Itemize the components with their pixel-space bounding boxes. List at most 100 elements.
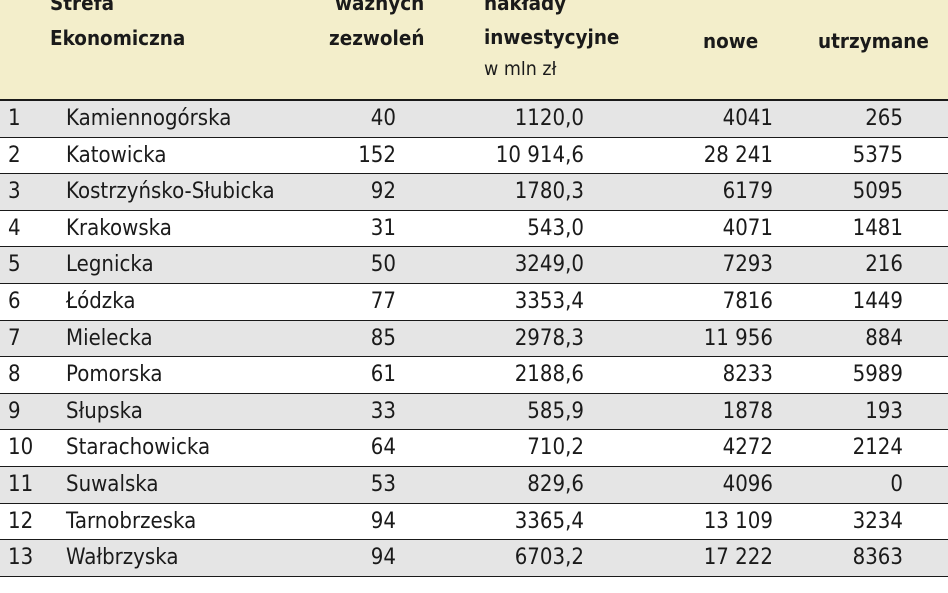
- header-invest-line2: inwestycyjne: [484, 25, 620, 49]
- table-cell-number: 3: [8, 179, 21, 205]
- table-cell-kept-jobs: 5375: [852, 142, 903, 168]
- table-cell-zone-name: Pomorska: [66, 362, 163, 388]
- table-cell-number: 10: [8, 435, 34, 461]
- table-cell-zone-name: Legnicka: [66, 252, 154, 278]
- table-cell-number: 12: [8, 508, 34, 534]
- table-cell-zone-name: Kostrzyńsko-Słubicka: [66, 179, 275, 205]
- table-cell-permits: 64: [370, 435, 396, 461]
- table-cell-permits: 53: [370, 471, 396, 497]
- table-cell-permits: 94: [370, 508, 396, 534]
- table-row: 8 Pomorska 61 2188,6 8233 5989: [0, 357, 948, 394]
- table-cell-kept-jobs: 1481: [852, 215, 903, 241]
- table-cell-kept-jobs: 3234: [852, 508, 903, 534]
- table-cell-investment: 1120,0: [514, 106, 584, 131]
- cropped-next-row: [0, 584, 948, 593]
- table-cell-zone-name: Wałbrzyska: [66, 545, 179, 571]
- table-row: 5 Legnicka 50 3249,0 7293 216: [0, 247, 948, 284]
- table-cell-new-jobs: 11 956: [703, 325, 773, 351]
- table-row: 1 Kamiennogórska 40 1120,0 4041 265: [0, 101, 948, 138]
- table-row: 11 Suwalska 53 829,6 4096 0: [0, 466, 948, 504]
- table-cell-permits: 152: [358, 142, 396, 168]
- header-permits-line1: ważnych: [335, 0, 425, 15]
- table-cell-new-jobs: 4071: [722, 215, 773, 241]
- table-cell-number: 7: [8, 325, 21, 351]
- table-cell-investment: 6703,2: [514, 545, 584, 571]
- table-cell-number: 1: [8, 106, 21, 131]
- table-cell-new-jobs: 6179: [722, 179, 773, 205]
- table-cell-zone-name: Kamiennogórska: [66, 106, 232, 131]
- table-cell-zone-name: Krakowska: [66, 215, 172, 241]
- table-cell-new-jobs: 7293: [722, 252, 773, 278]
- table-cell-permits: 33: [370, 398, 396, 424]
- table-row: 4 Krakowska 31 543,0 4071 1481: [0, 210, 948, 248]
- table-cell-new-jobs: 8233: [722, 362, 773, 388]
- table-cell-new-jobs: 17 222: [703, 545, 773, 571]
- table-cell-investment: 3249,0: [514, 252, 584, 278]
- header-new-jobs: nowe: [703, 29, 759, 53]
- table-cell-new-jobs: 4096: [722, 471, 773, 497]
- table-cell-number: 11: [8, 471, 34, 497]
- table-cell-new-jobs: 7816: [722, 288, 773, 314]
- table-cell-number: 9: [8, 398, 21, 424]
- header-invest-line1: nakłady: [484, 0, 567, 15]
- table-cell-investment: 10 914,6: [495, 142, 584, 168]
- table-cell-permits: 31: [370, 215, 396, 241]
- table-cell-zone-name: Tarnobrzeska: [66, 508, 197, 534]
- table-cell-investment: 543,0: [527, 215, 584, 241]
- table-cell-permits: 77: [370, 288, 396, 314]
- table-cell-zone-name: Mielecka: [66, 325, 153, 351]
- table-cell-permits: 40: [370, 106, 396, 131]
- table-cell-permits: 50: [370, 252, 396, 278]
- table-cell-investment: 710,2: [527, 435, 584, 461]
- table-cell-kept-jobs: 8363: [852, 545, 903, 571]
- table-cell-investment: 585,9: [527, 398, 584, 424]
- table-row: 10 Starachowicka 64 710,2 4272 2124: [0, 430, 948, 467]
- header-zone-line2: Ekonomiczna: [50, 26, 186, 50]
- table-cell-kept-jobs: 2124: [852, 435, 903, 461]
- table-cell-kept-jobs: 216: [865, 252, 903, 278]
- table-cell-investment: 3353,4: [514, 288, 584, 314]
- table-header: Strefa Ekonomiczna ważnych zezwoleń nakł…: [0, 0, 948, 101]
- table-row: 12 Tarnobrzeska 94 3365,4 13 109 3234: [0, 503, 948, 541]
- table-cell-zone-name: Słupska: [66, 398, 143, 424]
- table-cell-kept-jobs: 193: [865, 398, 903, 424]
- table-cell-kept-jobs: 5095: [852, 179, 903, 205]
- table-cell-kept-jobs: 884: [865, 325, 903, 351]
- table-cell-kept-jobs: 5989: [852, 362, 903, 388]
- table-cell-new-jobs: 1878: [722, 398, 773, 424]
- table-cell-kept-jobs: 265: [865, 106, 903, 131]
- table-cell-investment: 2978,3: [514, 325, 584, 351]
- table-row: 13 Wałbrzyska 94 6703,2 17 222 8363: [0, 540, 948, 577]
- table-cell-new-jobs: 4272: [722, 435, 773, 461]
- table-cell-investment: 2188,6: [514, 362, 584, 388]
- table-cell-permits: 92: [370, 179, 396, 205]
- table-cell-permits: 61: [370, 362, 396, 388]
- table-cell-number: 6: [8, 288, 21, 314]
- table-cell-zone-name: Suwalska: [66, 471, 159, 497]
- table-cell-zone-name: Katowicka: [66, 142, 167, 168]
- table-cell-kept-jobs: 1449: [852, 288, 903, 314]
- table-cell-investment: 3365,4: [514, 508, 584, 534]
- table-row: 7 Mielecka 85 2978,3 11 956 884: [0, 320, 948, 358]
- table-cell-number: 13: [8, 545, 34, 571]
- table-row: 2 Katowicka 152 10 914,6 28 241 5375: [0, 137, 948, 175]
- table-cell-investment: 829,6: [527, 471, 584, 497]
- table-cell-number: 4: [8, 215, 21, 241]
- table-row: 6 Łódzka 77 3353,4 7816 1449: [0, 283, 948, 321]
- table-row: 3 Kostrzyńsko-Słubicka 92 1780,3 6179 5095: [0, 174, 948, 211]
- table-cell-new-jobs: 13 109: [703, 508, 773, 534]
- table-cell-investment: 1780,3: [514, 179, 584, 205]
- table-cell-zone-name: Starachowicka: [66, 435, 211, 461]
- table-cell-number: 5: [8, 252, 21, 278]
- header-permits-line2: zezwoleń: [329, 26, 425, 50]
- table-cell-permits: 85: [370, 325, 396, 351]
- table-row: 9 Słupska 33 585,9 1878 193: [0, 393, 948, 431]
- table-cell-kept-jobs: 0: [890, 471, 903, 497]
- header-kept-jobs: utrzymane: [818, 29, 929, 53]
- table-body: 1 Kamiennogórska 40 1120,0 4041 265 2 Katowicka…: [0, 101, 948, 577]
- header-invest-unit: w mln zł: [484, 58, 557, 80]
- table-cell-permits: 94: [370, 545, 396, 571]
- table-cell-number: 8: [8, 362, 21, 388]
- table-cell-zone-name: Łódzka: [66, 288, 136, 314]
